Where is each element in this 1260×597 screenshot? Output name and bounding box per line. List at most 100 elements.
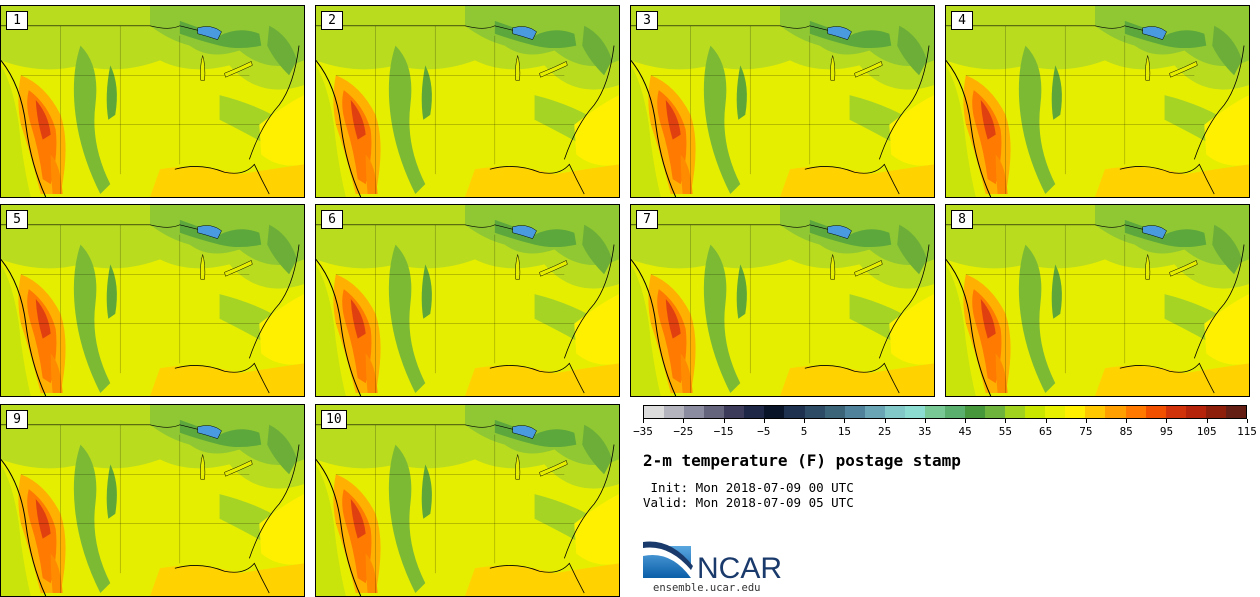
member-panel[interactable]: 6 bbox=[315, 204, 620, 397]
colorbar-tick bbox=[1247, 419, 1248, 423]
init-time: Init: Mon 2018-07-09 00 UTC bbox=[643, 480, 854, 495]
temperature-map bbox=[1, 6, 304, 197]
member-number: 8 bbox=[951, 210, 973, 229]
colorbar-swatch bbox=[924, 406, 945, 418]
member-number: 4 bbox=[951, 11, 973, 30]
colorbar-swatch bbox=[664, 406, 685, 418]
colorbar-tick bbox=[763, 419, 765, 423]
member-panel[interactable]: 3 bbox=[630, 5, 935, 198]
colorbar-tick-label: 5 bbox=[800, 425, 808, 438]
colorbar-swatch bbox=[985, 406, 1006, 418]
member-number: 3 bbox=[636, 11, 658, 30]
colorbar-tick-label: 65 bbox=[1039, 425, 1053, 438]
member-number: 9 bbox=[6, 410, 28, 429]
temperature-map bbox=[316, 6, 619, 197]
member-number: 5 bbox=[6, 210, 28, 229]
member-panel[interactable]: 4 bbox=[945, 5, 1250, 198]
colorbar-tick bbox=[1005, 419, 1007, 423]
member-panel[interactable]: 5 bbox=[0, 204, 305, 397]
ncar-logo[interactable]: NCAR bbox=[643, 540, 793, 585]
colorbar-tick bbox=[1085, 419, 1087, 423]
colorbar-tick-label: −35 bbox=[633, 425, 653, 438]
colorbar-swatch bbox=[1165, 406, 1186, 418]
colorbar-tick-label: 35 bbox=[918, 425, 932, 438]
temperature-map bbox=[631, 6, 934, 197]
colorbar-tick-label: 95 bbox=[1159, 425, 1174, 438]
colorbar-swatch bbox=[1105, 406, 1126, 418]
colorbar-swatch bbox=[1025, 406, 1046, 418]
colorbar-tick bbox=[1045, 419, 1047, 423]
colorbar-swatch bbox=[744, 406, 765, 418]
colorbar-swatch bbox=[1085, 406, 1106, 418]
colorbar-tick-label: 25 bbox=[877, 425, 892, 438]
colorbar-swatch bbox=[1125, 406, 1146, 418]
temperature-map bbox=[631, 205, 934, 396]
colorbar-swatch bbox=[1065, 406, 1086, 418]
temperature-map bbox=[316, 205, 619, 396]
temperature-colorbar bbox=[643, 405, 1247, 419]
member-panel[interactable]: 2 bbox=[315, 5, 620, 198]
colorbar-tick-label: 15 bbox=[837, 425, 851, 438]
colorbar-tick-label: −5 bbox=[757, 425, 771, 438]
colorbar-tick-label: 105 bbox=[1196, 425, 1217, 438]
colorbar-swatch bbox=[1045, 406, 1066, 418]
colorbar-swatch bbox=[804, 406, 825, 418]
colorbar-swatch bbox=[1205, 406, 1226, 418]
colorbar-swatch bbox=[864, 406, 885, 418]
colorbar-swatch bbox=[1185, 406, 1206, 418]
colorbar-swatch bbox=[944, 406, 965, 418]
colorbar-swatch bbox=[784, 406, 805, 418]
ncar-logo-text: NCAR bbox=[697, 552, 782, 585]
colorbar-swatch bbox=[1145, 406, 1166, 418]
member-number: 6 bbox=[321, 210, 343, 229]
colorbar-swatch bbox=[704, 406, 725, 418]
colorbar-swatch bbox=[684, 406, 705, 418]
colorbar-swatch bbox=[884, 406, 905, 418]
member-number: 1 bbox=[6, 11, 28, 30]
colorbar-swatch bbox=[904, 406, 925, 418]
colorbar-tick bbox=[1126, 419, 1128, 423]
temperature-map bbox=[1, 405, 304, 596]
temperature-map bbox=[946, 6, 1249, 197]
colorbar-tick-label: 45 bbox=[958, 425, 972, 438]
temperature-map bbox=[1, 205, 304, 396]
member-panel[interactable]: 8 bbox=[945, 204, 1250, 397]
member-panel[interactable]: 10 bbox=[315, 404, 620, 597]
colorbar-tick bbox=[804, 419, 806, 423]
colorbar-tick bbox=[1206, 419, 1208, 423]
ensemble-url[interactable]: ensemble.ucar.edu bbox=[653, 582, 761, 594]
colorbar-swatch bbox=[644, 406, 665, 418]
colorbar-tick-label: 115 bbox=[1237, 425, 1257, 438]
colorbar-swatch bbox=[1225, 406, 1246, 418]
colorbar-swatch bbox=[824, 406, 845, 418]
valid-time: Valid: Mon 2018-07-09 05 UTC bbox=[643, 495, 854, 510]
member-panel[interactable]: 9 bbox=[0, 404, 305, 597]
colorbar-tick-label: −25 bbox=[673, 425, 694, 438]
colorbar-tick bbox=[884, 419, 886, 423]
colorbar-tick-label: 75 bbox=[1079, 425, 1093, 438]
member-number: 2 bbox=[321, 11, 343, 30]
member-number: 7 bbox=[636, 210, 658, 229]
colorbar-tick bbox=[924, 419, 926, 423]
colorbar-swatch bbox=[764, 406, 785, 418]
colorbar-tick-labels: −35 −25 −15 −5 5 15 25 35 45 55 65 75 85 95 105 115 bbox=[633, 419, 1257, 441]
temperature-map bbox=[946, 205, 1249, 396]
colorbar-tick-label: 85 bbox=[1119, 425, 1133, 438]
colorbar-tick-label: 55 bbox=[998, 425, 1013, 438]
colorbar-swatch bbox=[1005, 406, 1026, 418]
colorbar-tick bbox=[965, 419, 967, 423]
member-panel[interactable]: 1 bbox=[0, 5, 305, 198]
colorbar-tick bbox=[723, 419, 725, 423]
ncar-logo-swoosh bbox=[643, 546, 691, 578]
colorbar-tick-label: −15 bbox=[713, 425, 734, 438]
colorbar-tick bbox=[683, 419, 685, 423]
colorbar-tick bbox=[643, 419, 644, 423]
temperature-map bbox=[316, 405, 619, 596]
ncar-logo-swoosh-dark bbox=[643, 541, 693, 570]
colorbar-swatch bbox=[965, 406, 986, 418]
colorbar-tick bbox=[1166, 419, 1168, 423]
colorbar-swatch bbox=[844, 406, 865, 418]
member-panel[interactable]: 7 bbox=[630, 204, 935, 397]
member-number: 10 bbox=[321, 410, 347, 429]
colorbar-tick bbox=[844, 419, 846, 423]
